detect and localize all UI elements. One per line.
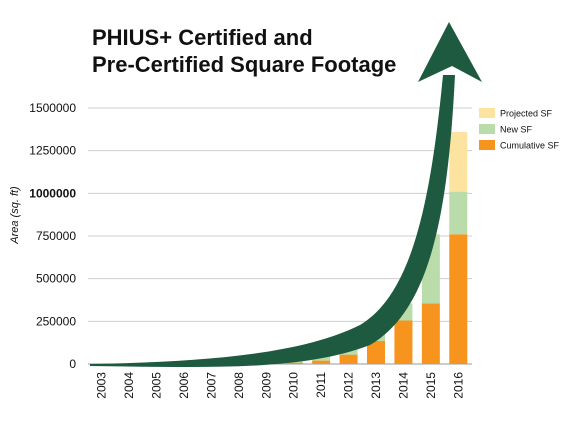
bar-cumulative-sf-2013 — [367, 340, 385, 364]
legend-label: Cumulative SF — [500, 141, 560, 151]
chart-title-line-1: PHIUS+ Certified and — [92, 25, 313, 50]
legend: Projected SF New SF Cumulative SF — [479, 108, 560, 151]
chart-title-line-2: Pre-Certified Square Footage — [92, 52, 396, 77]
x-tick-label: 2007 — [204, 372, 218, 399]
bar-cumulative-sf-2010 — [284, 362, 303, 364]
y-tick-label: 500000 — [36, 272, 76, 286]
legend-swatch — [479, 108, 495, 118]
grid — [88, 107, 472, 365]
x-tick-label: 2012 — [342, 372, 356, 399]
y-tick-label: 0 — [69, 357, 76, 371]
bar-new-sf-2016 — [449, 191, 468, 235]
x-tick-label: 2016 — [451, 372, 465, 399]
y-axis-label: Area (sq. ft) — [9, 186, 21, 245]
legend-swatch — [479, 140, 495, 150]
x-tick-label: 2011 — [314, 372, 328, 398]
legend-label: Projected SF — [500, 109, 553, 119]
bar-projected-sf-2016 — [449, 131, 468, 192]
x-tick-label: 2015 — [424, 372, 438, 399]
legend-swatch — [479, 124, 495, 134]
x-tick-label: 2005 — [150, 372, 164, 399]
y-tick-label: 1000000 — [29, 186, 76, 200]
y-tick-label: 750000 — [36, 229, 76, 243]
legend-label: New SF — [500, 125, 533, 135]
bar-cumulative-sf-2012 — [339, 354, 358, 364]
bar-cumulative-sf-2014 — [394, 320, 413, 364]
x-tick-label: 2003 — [95, 372, 109, 399]
y-axis-ticks: 0 250000 500000 750000 1000000 1250000 1500000 — [29, 101, 76, 371]
x-tick-label: 2008 — [232, 372, 246, 399]
growth-arrow — [90, 22, 482, 368]
x-tick-label: 2013 — [369, 372, 383, 399]
y-tick-label: 250000 — [36, 314, 76, 328]
bar-cumulative-sf-2015 — [421, 303, 440, 364]
y-tick-label: 1500000 — [29, 101, 76, 115]
growth-arrow-head — [418, 22, 482, 82]
x-tick-label: 2014 — [396, 372, 410, 399]
x-tick-label: 2004 — [122, 372, 136, 399]
bar-cumulative-sf-2011 — [312, 360, 331, 364]
x-tick-label: 2009 — [259, 372, 273, 399]
x-tick-label: 2006 — [177, 372, 191, 399]
bar-cumulative-sf-2016 — [449, 234, 468, 364]
x-axis-ticks: 2003 2004 2005 2006 2007 2008 2009 2010 2011 2012… — [95, 372, 466, 399]
y-tick-label: 1250000 — [29, 144, 76, 158]
x-tick-label: 2010 — [287, 372, 301, 399]
